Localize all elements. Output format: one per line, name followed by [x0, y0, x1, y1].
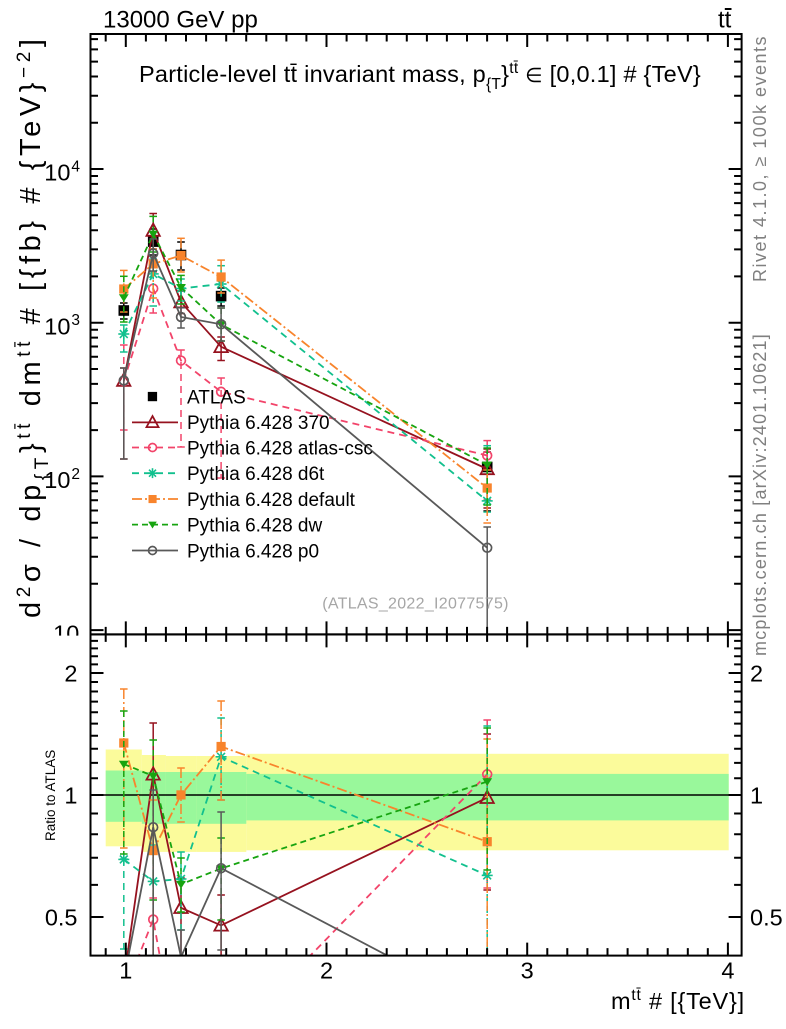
- svg-text:Rivet 4.1.0, ≥ 100k events: Rivet 4.1.0, ≥ 100k events: [750, 35, 770, 282]
- svg-text:Pythia 6.428 d6t: Pythia 6.428 d6t: [187, 464, 325, 485]
- svg-text:2: 2: [64, 661, 77, 687]
- svg-text:ATLAS: ATLAS: [187, 387, 246, 408]
- svg-text:Pythia 6.428 p0: Pythia 6.428 p0: [187, 541, 319, 562]
- svg-text:Pythia 6.428 dw: Pythia 6.428 dw: [187, 515, 322, 536]
- svg-text:10: 10: [44, 313, 70, 339]
- svg-text:1: 1: [750, 783, 763, 809]
- svg-text:4: 4: [721, 958, 734, 984]
- svg-text:(ATLAS_2022_I2077575): (ATLAS_2022_I2077575): [322, 596, 509, 613]
- svg-text:tt: tt: [718, 7, 732, 34]
- svg-text:Pythia 6.428 370: Pythia 6.428 370: [187, 413, 330, 434]
- svg-text:0.5: 0.5: [750, 905, 783, 931]
- svg-text:mtt̄ # [{TeV}]: mtt̄ # [{TeV}]: [611, 987, 745, 1014]
- svg-text:1: 1: [119, 958, 132, 984]
- svg-text:0.5: 0.5: [45, 905, 78, 931]
- svg-text:d2σ / dp{T}tt̄ dmtt̄ # [{fb} #: d2σ / dp{T}tt̄ dmtt̄ # [{fb} # {TeV}−2]: [14, 34, 53, 618]
- svg-text:Ratio to ATLAS: Ratio to ATLAS: [43, 750, 58, 841]
- svg-text:4: 4: [71, 158, 80, 175]
- svg-text:Pythia 6.428 default: Pythia 6.428 default: [187, 490, 356, 511]
- svg-text:Pythia 6.428 atlas-csc: Pythia 6.428 atlas-csc: [187, 438, 373, 459]
- svg-text:mcplots.cern.ch [arXiv:2401.10: mcplots.cern.ch [arXiv:2401.10621]: [750, 333, 770, 656]
- svg-text:1: 1: [64, 783, 77, 809]
- svg-text:2: 2: [71, 466, 80, 483]
- svg-text:13000 GeV pp: 13000 GeV pp: [103, 7, 258, 34]
- svg-text:10: 10: [44, 467, 70, 493]
- svg-text:10: 10: [44, 160, 70, 186]
- svg-text:10: 10: [53, 621, 79, 647]
- svg-text:3: 3: [71, 312, 80, 329]
- svg-text:3: 3: [521, 958, 534, 984]
- svg-text:2: 2: [320, 958, 333, 984]
- svg-text:2: 2: [750, 661, 763, 687]
